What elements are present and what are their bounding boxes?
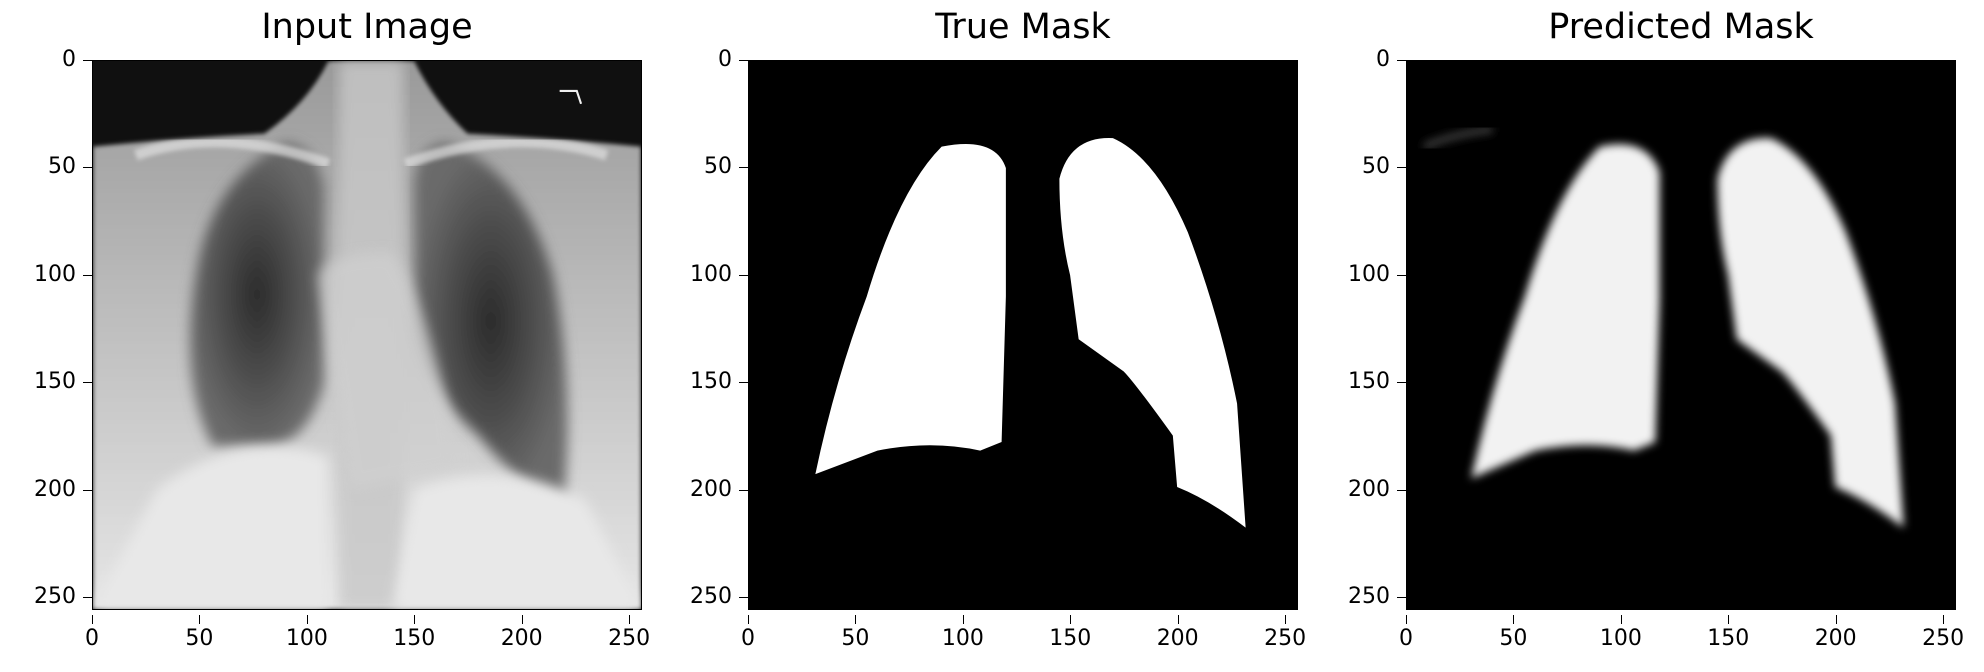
predicted-mask-image	[1407, 61, 1955, 609]
true-mask-plot	[748, 60, 1298, 610]
x-tick-label: 100	[277, 615, 337, 650]
x-tick-label: 250	[599, 615, 659, 650]
y-tick-label: 50	[2, 156, 92, 178]
y-tick-label: 0	[658, 49, 748, 71]
y-tick-label: 150	[2, 371, 92, 393]
x-tick-label: 200	[1148, 615, 1208, 650]
x-tick-label: 50	[1483, 615, 1543, 650]
x-tick-label: 150	[384, 615, 444, 650]
predicted-mask-plot	[1406, 60, 1956, 610]
chest-xray-image	[93, 61, 641, 609]
xray-image-plot	[92, 60, 642, 610]
panel-title: True Mask	[935, 7, 1111, 47]
x-tick-label: 0	[1376, 615, 1436, 650]
x-tick-label: 150	[1698, 615, 1758, 650]
x-tick-label: 100	[1591, 615, 1651, 650]
y-tick-label: 200	[2, 478, 92, 501]
panel-input-image: Input Image	[2, 0, 650, 672]
panel-true-mask: True Mask 0 50 100 150 200 250 0 50 100 150 200 250	[658, 0, 1306, 672]
y-tick-label: 100	[2, 263, 92, 286]
true-mask-image	[749, 61, 1297, 609]
panel-predicted-mask: Predicted Mask 0 50 100 150 200 250 0 50 100 150 2…	[1316, 0, 1964, 672]
panel-title: Predicted Mask	[1548, 7, 1814, 47]
y-tick-label: 150	[658, 371, 748, 393]
x-tick-label: 50	[169, 615, 229, 650]
y-tick-label: 0	[1316, 49, 1406, 71]
x-tick-label: 0	[718, 615, 778, 650]
x-tick-label: 200	[492, 615, 552, 650]
y-tick-label: 200	[1316, 478, 1406, 501]
x-tick-label: 200	[1806, 615, 1866, 650]
y-tick-label: 50	[658, 156, 748, 178]
y-tick-label: 50	[1316, 156, 1406, 178]
x-tick-label: 50	[825, 615, 885, 650]
y-tick-label: 100	[1316, 263, 1406, 286]
y-tick-label: 250	[1316, 586, 1406, 608]
y-tick-label: 250	[2, 586, 92, 608]
x-tick-label: 150	[1040, 615, 1100, 650]
panel-title: Input Image	[261, 7, 473, 47]
y-tick-label: 250	[658, 586, 748, 608]
x-tick-label: 250	[1913, 615, 1973, 650]
x-tick-label: 100	[933, 615, 993, 650]
y-tick-label: 150	[1316, 371, 1406, 393]
x-tick-label: 0	[62, 615, 122, 650]
x-tick-label: 250	[1255, 615, 1315, 650]
y-tick-label: 100	[658, 263, 748, 286]
y-tick-label: 200	[658, 478, 748, 501]
y-tick-label: 0	[2, 49, 92, 71]
